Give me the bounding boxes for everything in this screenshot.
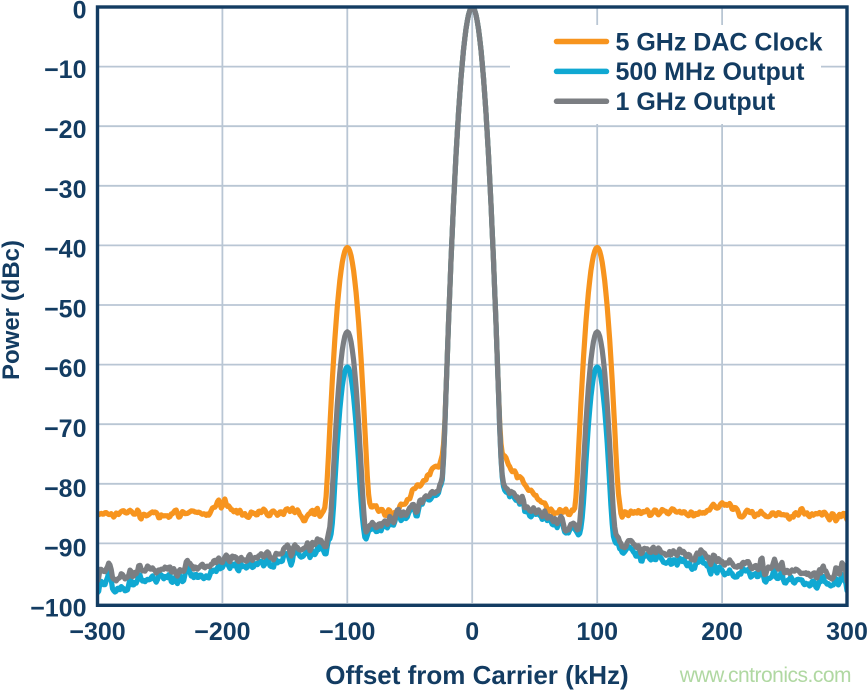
svg-text:1 GHz Output: 1 GHz Output bbox=[616, 88, 776, 116]
svg-text:www.cntronics.com: www.cntronics.com bbox=[679, 664, 851, 687]
svg-text:−10: −10 bbox=[44, 56, 86, 84]
svg-text:−60: −60 bbox=[44, 355, 86, 383]
svg-text:−40: −40 bbox=[44, 236, 86, 264]
svg-text:Power (dBc): Power (dBc) bbox=[0, 240, 25, 380]
svg-text:0: 0 bbox=[465, 618, 479, 646]
svg-text:−300: −300 bbox=[69, 618, 125, 646]
svg-text:−100: −100 bbox=[30, 594, 86, 622]
svg-text:−80: −80 bbox=[44, 475, 86, 503]
svg-text:5 GHz DAC Clock: 5 GHz DAC Clock bbox=[616, 28, 823, 56]
svg-text:300: 300 bbox=[826, 618, 868, 646]
svg-text:200: 200 bbox=[701, 618, 743, 646]
svg-text:500 MHz Output: 500 MHz Output bbox=[616, 58, 806, 86]
svg-text:−90: −90 bbox=[44, 535, 86, 563]
svg-text:−30: −30 bbox=[44, 176, 86, 204]
svg-text:−50: −50 bbox=[44, 295, 86, 323]
svg-text:100: 100 bbox=[576, 618, 618, 646]
svg-text:−70: −70 bbox=[44, 415, 86, 443]
svg-text:−100: −100 bbox=[319, 618, 375, 646]
svg-text:−20: −20 bbox=[44, 116, 86, 144]
svg-text:−200: −200 bbox=[194, 618, 250, 646]
svg-text:0: 0 bbox=[73, 0, 87, 24]
svg-text:Offset from Carrier (kHz): Offset from Carrier (kHz) bbox=[325, 660, 628, 690]
